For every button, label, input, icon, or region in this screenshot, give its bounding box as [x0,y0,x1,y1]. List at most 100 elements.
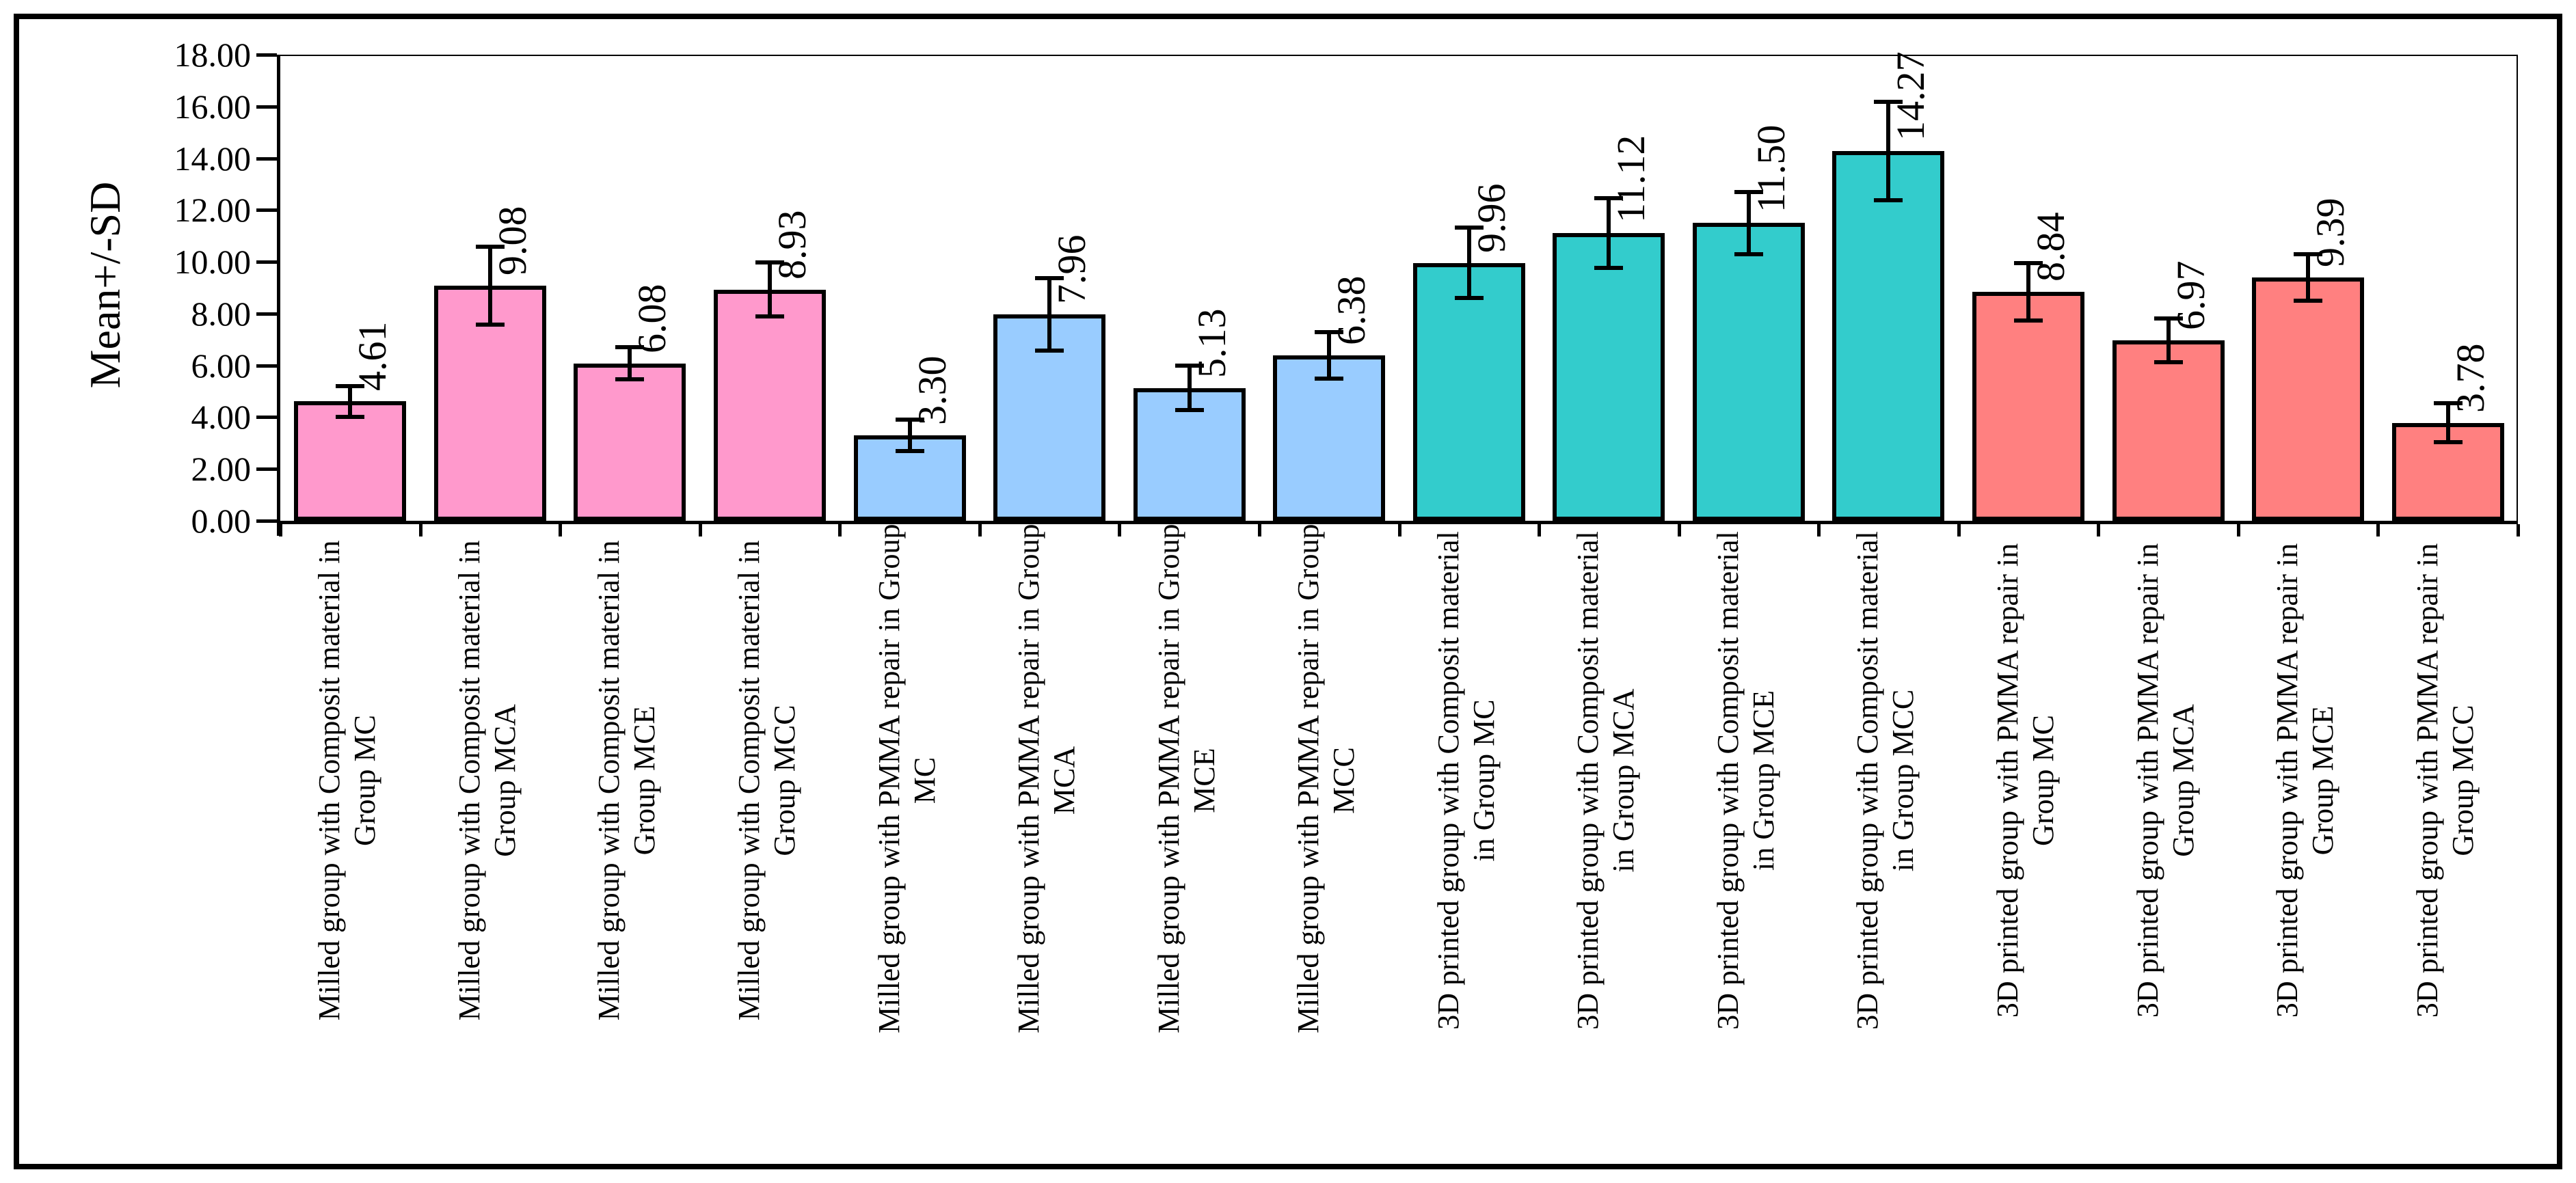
x-tick [1257,524,1261,536]
x-tick [2517,524,2520,536]
category-label-line2: Group MCA [487,704,522,857]
bar-value-label: 11.50 [1748,124,1793,213]
error-bar [1466,228,1471,298]
bar [1273,355,1386,521]
category-label-line2: in Group MCE [1746,690,1780,871]
category-label-line1: Milled group with PMMA repair in Group [872,523,906,1033]
error-bar [1886,102,1891,201]
y-tick-label: 10.00 [174,243,252,282]
bar-value-label: 6.38 [1329,275,1374,346]
error-bar-cap-top [2014,261,2043,266]
x-tick [2376,524,2380,536]
category-label-line2: Group MCA [2166,704,2200,857]
y-tick-label: 14.00 [174,139,252,178]
error-bar [2166,318,2171,363]
bar [574,363,686,521]
error-bar [2445,403,2450,443]
category-label-line2: Group MC [2026,715,2061,846]
category-label-line1: Milled group with Composit material in [312,540,347,1021]
error-bar [767,262,772,317]
category-label-line1: 3D printed group with PMMA repair in [2270,543,2305,1018]
bar-value-label: 6.97 [2168,260,2213,330]
category-label-line1: Milled group with PMMA repair in Group [1291,523,1326,1033]
category-label-line1: 3D printed group with PMMA repair in [2410,543,2444,1018]
x-tick [559,524,563,536]
y-tick [256,416,277,420]
error-bar-cap-top [2294,252,2323,257]
category-label: Milled group with Composit material in Gr… [452,528,528,1033]
category-label-line2: MC [907,757,941,804]
x-tick [418,524,422,536]
y-tick-label: 0.00 [191,502,252,540]
error-bar-cap-top [475,245,505,249]
error-bar-cap-top [1594,195,1624,200]
y-tick [256,157,277,161]
x-axis [277,521,2518,524]
category-label: 3D printed group with Composit material i… [1710,528,1787,1033]
y-tick [256,208,277,213]
y-tick [256,364,277,368]
error-bar [907,420,912,451]
error-bar-cap-bottom [2294,299,2323,303]
error-bar-cap-top [1035,276,1064,281]
bar [1412,262,1525,521]
plot-border-right [2517,55,2518,533]
error-bar-cap-top [1734,189,1763,194]
error-bar-cap-bottom [1594,265,1624,270]
bar-value-label: 4.61 [350,321,395,392]
y-tick [256,53,277,57]
y-tick-label: 18.00 [174,36,252,74]
bar [713,289,826,521]
y-tick-label: 16.00 [174,87,252,126]
error-bar-cap-top [1874,100,1903,105]
y-tick [256,467,277,472]
category-label: 3D printed group with PMMA repair in Grou… [1990,528,2067,1033]
x-tick [279,524,282,536]
x-tick [1538,524,1542,536]
x-tick [2097,524,2101,536]
category-label: Milled group with PMMA repair in Group MC [872,523,948,1033]
error-bar-cap-top [895,418,924,422]
category-label-line1: Milled group with Composit material in [732,540,766,1021]
category-label-line2: MCA [1047,746,1082,815]
error-bar-cap-bottom [2154,360,2183,365]
error-bar-cap-bottom [1175,407,1204,412]
error-bar-cap-bottom [1734,251,1763,256]
category-label: Milled group with Composit material in Gr… [591,528,668,1033]
bar [1972,292,2085,521]
category-label-line2: MCC [1327,747,1361,814]
bar-value-label: 3.78 [2447,343,2493,413]
error-bar [628,347,632,380]
category-label-line1: 3D printed group with Composit material [1851,531,1885,1030]
category-label-line2: MCE [1187,748,1221,813]
error-bar-cap-bottom [336,415,365,420]
error-bar [1607,198,1611,268]
category-label: 3D printed group with Composit material i… [1431,528,1507,1033]
error-bar-cap-top [1454,226,1484,230]
y-tick-label: 4.00 [191,398,252,437]
category-label-line1: 3D printed group with PMMA repair in [1991,543,2025,1018]
error-bar-cap-bottom [1454,295,1484,300]
y-tick [256,105,277,109]
error-bar-cap-bottom [755,314,784,319]
bar-value-label: 7.96 [1049,234,1095,305]
y-tick [256,312,277,316]
error-bar [1047,278,1052,351]
bar-value-label: 9.08 [489,206,535,275]
category-label-line2: Group MC [348,715,382,846]
category-label: Milled group with Composit material in Gr… [732,528,808,1033]
bar [2252,277,2365,521]
x-tick [1118,524,1122,536]
error-bar [1327,332,1332,379]
y-tick [256,519,277,523]
category-label: Milled group with Composit material in Gr… [312,528,388,1033]
bar [294,401,407,521]
category-label-line1: Milled group with Composit material in [452,540,486,1021]
category-label-line2: Group MCC [767,705,801,856]
error-bar-cap-top [2154,316,2183,321]
category-label-line2: in Group MCA [1607,688,1641,873]
error-bar-cap-top [1315,330,1344,335]
x-tick [1957,524,1961,536]
y-tick-label: 12.00 [174,191,252,230]
